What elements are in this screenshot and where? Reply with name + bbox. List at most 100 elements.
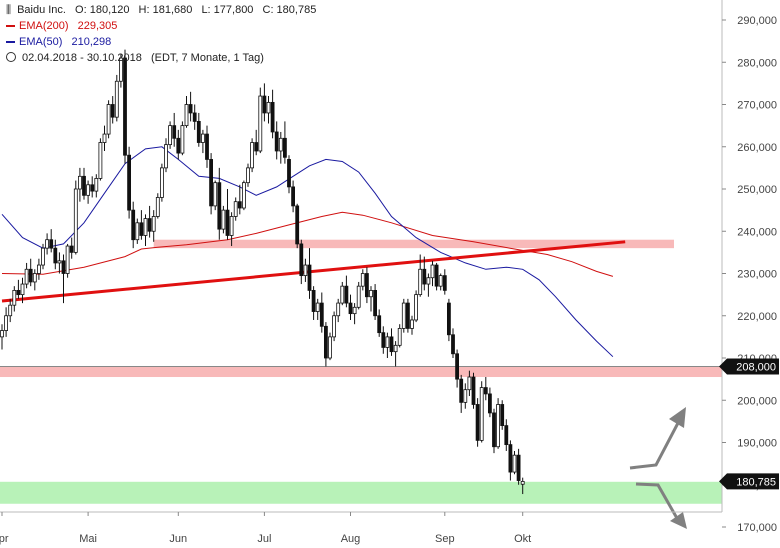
candle-body — [217, 182, 222, 230]
candle-body — [0, 330, 4, 338]
candle-body — [397, 328, 402, 346]
clock-icon — [6, 52, 16, 62]
candle-body — [12, 289, 17, 306]
candle-body — [45, 239, 49, 249]
candle-body — [475, 404, 480, 441]
candle-body — [65, 245, 70, 274]
x-tick-label: Aug — [341, 533, 361, 545]
candle-body — [303, 264, 308, 277]
arrow-down-head — [670, 512, 687, 529]
candle-body — [258, 95, 263, 152]
candle-body — [78, 175, 82, 190]
candle-body — [389, 336, 394, 353]
candle-body — [246, 167, 250, 184]
candle-body — [496, 404, 501, 448]
candle-body — [241, 182, 246, 209]
candle-body — [332, 315, 337, 338]
candle-body — [114, 80, 119, 118]
candle-body — [467, 376, 472, 391]
candle-body — [487, 393, 492, 414]
price-tag — [719, 473, 779, 490]
candle-body — [414, 294, 419, 321]
open-value: O: 180,120 — [75, 4, 130, 16]
lines-layer — [1, 146, 626, 358]
candle-body — [192, 112, 197, 122]
candle-body — [508, 444, 513, 473]
candle-body — [336, 302, 341, 317]
zones-layer — [0, 239, 722, 504]
ema50-label: EMA(50) — [19, 36, 63, 48]
x-tick-label: Sep — [435, 533, 455, 545]
candle-body — [119, 57, 123, 82]
candle-body — [90, 184, 95, 192]
candle-body — [82, 175, 86, 196]
candle-body — [369, 289, 373, 298]
candle-body — [147, 218, 152, 232]
candle-body — [364, 273, 369, 298]
ema200-label: EMA(200) — [19, 20, 69, 32]
candle-body — [278, 137, 283, 152]
candle-body — [168, 125, 173, 146]
candle-body — [180, 125, 185, 154]
candle-body — [37, 264, 41, 274]
candle-body — [209, 159, 214, 207]
candle-body — [106, 104, 111, 135]
candle-body — [295, 205, 300, 245]
candle-body — [159, 167, 164, 198]
candle-body — [274, 131, 279, 152]
y-tick-label: 290,000 — [737, 15, 777, 27]
y-tick-label: 200,000 — [737, 395, 777, 407]
y-tick-label: 260,000 — [737, 142, 777, 154]
ohlc-header: ⫼ Baidu Inc. O: 180,120 H: 181,680 L: 177… — [6, 4, 322, 17]
ema50-line — [1, 146, 614, 358]
ema200-swatch — [6, 25, 15, 28]
ema200-line — [1, 211, 614, 277]
candle-body — [434, 264, 439, 287]
candle-body — [512, 454, 517, 473]
x-tick-label: Jul — [257, 533, 271, 545]
y-axis: 170,000180,000190,000200,000210,000220,0… — [721, 0, 777, 534]
arrow-up-scenario — [629, 422, 680, 470]
candle-body — [164, 144, 168, 169]
ema50-swatch — [6, 41, 15, 44]
candle-body — [250, 142, 255, 169]
candle-body — [196, 121, 201, 143]
arrow-down-scenario — [635, 482, 680, 521]
price-tags-layer: 208,000 180,785 — [719, 358, 779, 490]
candle-body — [123, 57, 127, 156]
resistance-zone — [153, 239, 674, 249]
candle-body — [418, 268, 423, 296]
candle-body — [270, 101, 275, 133]
price-tag-label: 208,000 — [736, 361, 776, 373]
price-tag-label: 180,785 — [736, 476, 776, 488]
symbol-name: Baidu Inc. — [17, 4, 66, 16]
candle-body — [282, 137, 287, 158]
candle-body — [438, 275, 443, 287]
candle-body — [287, 159, 291, 188]
ema200-value: 229,305 — [77, 20, 118, 32]
support-zone — [0, 481, 722, 504]
candle-body — [500, 404, 505, 427]
candle-body — [410, 319, 414, 329]
close-value: C: 180,785 — [262, 4, 317, 16]
candle-body — [401, 302, 406, 329]
candle-body — [20, 283, 25, 296]
y-tick-label: 170,000 — [737, 522, 777, 534]
candle-body — [139, 222, 144, 236]
candle-body — [225, 209, 230, 236]
candle-body — [73, 188, 78, 253]
candle-body — [233, 201, 238, 217]
candle-body — [348, 302, 353, 315]
candle-body — [4, 315, 8, 331]
candle-body — [254, 142, 259, 152]
y-tick-label: 230,000 — [737, 269, 777, 281]
candle-body — [61, 260, 66, 274]
band-208000-zone — [0, 366, 722, 378]
candle-body — [446, 302, 451, 336]
candle-body — [471, 376, 476, 405]
candle-body — [16, 289, 21, 296]
price-tag — [719, 358, 779, 375]
y-tick-label: 190,000 — [737, 438, 777, 450]
candle-body — [356, 285, 361, 308]
